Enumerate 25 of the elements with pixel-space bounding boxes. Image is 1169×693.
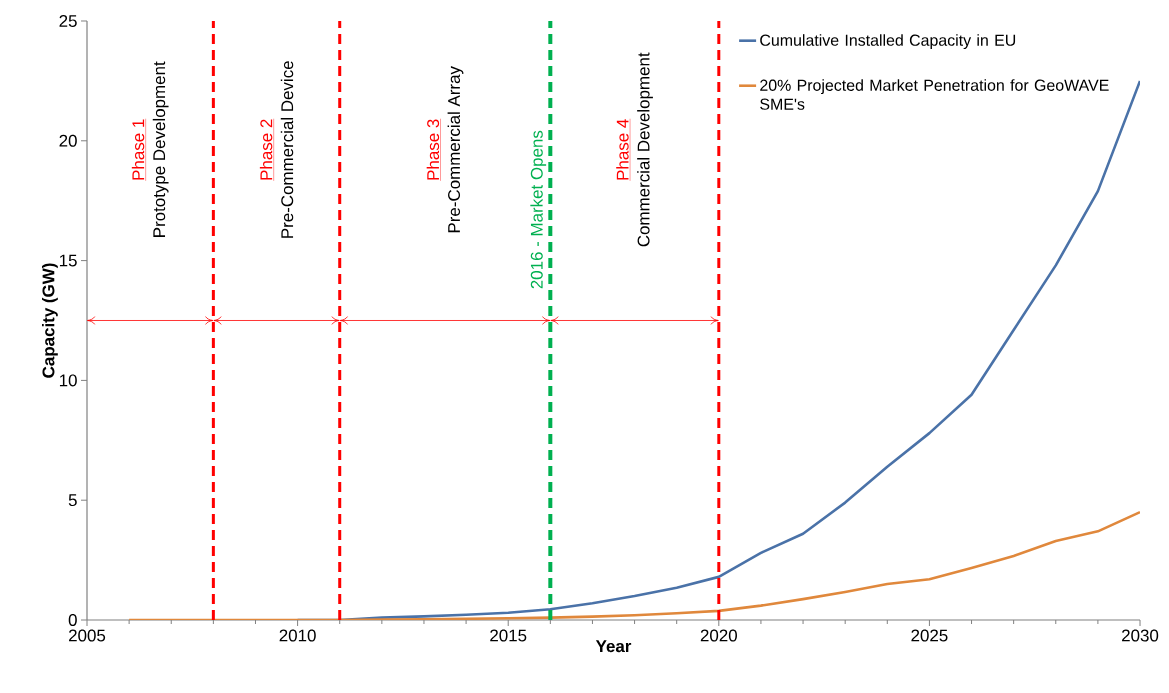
y-tick-label: 15: [59, 254, 77, 267]
y-axis-title: Capacity (GW): [42, 263, 58, 378]
x-tick-label: 2020: [700, 629, 737, 642]
x-axis-title: Year: [595, 640, 632, 653]
annotation: Phase 1: [131, 119, 145, 180]
y-tick-label: 10: [59, 374, 77, 387]
y-tick-label: 20: [59, 134, 77, 147]
annotation: Phase 4: [616, 119, 629, 180]
x-tick-label: 2025: [911, 629, 948, 642]
ref-line-label: 2016 - Market Opens: [530, 130, 547, 289]
annotation: Pre-Commercial Device: [280, 61, 294, 238]
annotation: Commercial Development: [637, 52, 653, 247]
annotation: Prototype Development: [152, 61, 169, 237]
legend-label: Cumulative Installed Capacity in EU: [760, 34, 1016, 50]
y-tick-label: 0: [68, 614, 77, 626]
annotation: Pre-Commercial Array: [447, 66, 464, 233]
x-tick-label: 2010: [279, 629, 316, 642]
annotation: Phase 2: [259, 119, 273, 180]
x-tick-label: 2005: [69, 629, 106, 642]
legend-label: 20% Projected Market Penetration for GeoWAVE SME's: [760, 79, 1109, 110]
y-tick-label: 5: [68, 494, 77, 507]
annotation: Phase 3: [426, 119, 440, 180]
y-tick-label: 25: [59, 14, 77, 27]
x-tick-label: 2030: [1122, 629, 1159, 642]
x-tick-label: 2015: [490, 629, 527, 642]
